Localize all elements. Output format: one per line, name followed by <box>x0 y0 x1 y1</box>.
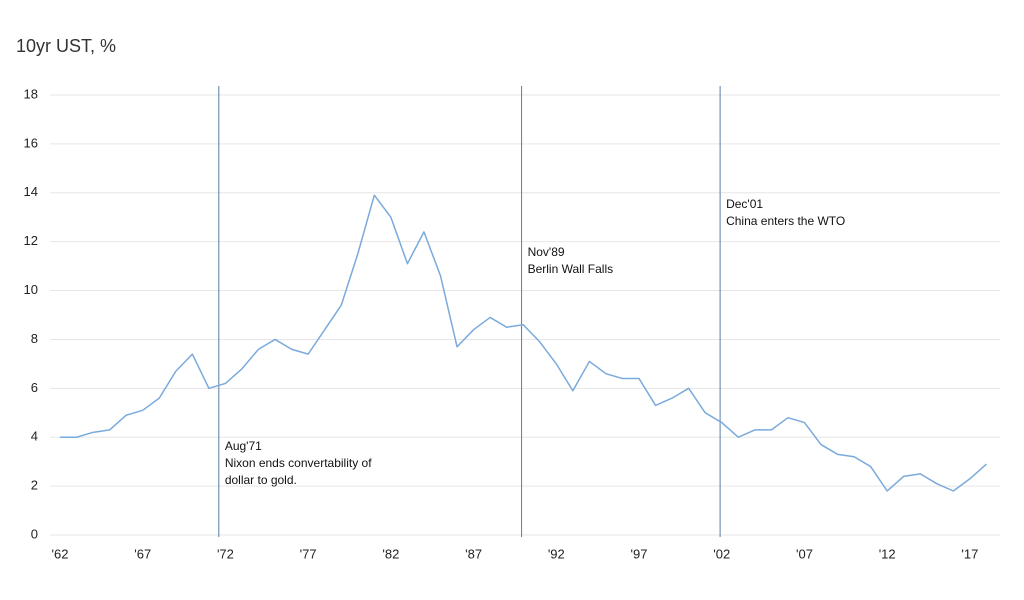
y-tick-label: 14 <box>24 184 38 199</box>
y-tick-label: 0 <box>31 526 38 541</box>
x-tick-label: '82 <box>382 546 399 561</box>
x-tick-label: '12 <box>879 546 896 561</box>
x-tick-label: '92 <box>548 546 565 561</box>
x-tick-label: '17 <box>961 546 978 561</box>
x-tick-label: '87 <box>465 546 482 561</box>
event-text: Berlin Wall Falls <box>528 262 614 276</box>
x-tick-label: '72 <box>217 546 234 561</box>
event-text: dollar to gold. <box>225 473 297 487</box>
y-tick-label: 18 <box>24 86 38 101</box>
event-label: Nov'89 <box>528 245 565 259</box>
x-tick-label: '97 <box>631 546 648 561</box>
event-label: Aug'71 <box>225 439 262 453</box>
event-text: China enters the WTO <box>726 214 845 228</box>
event-label: Dec'01 <box>726 197 763 211</box>
x-tick-label: '62 <box>52 546 69 561</box>
y-tick-label: 6 <box>31 380 38 395</box>
x-tick-label: '67 <box>134 546 151 561</box>
x-tick-label: '77 <box>300 546 317 561</box>
y-tick-label: 8 <box>31 331 38 346</box>
event-text: Nixon ends convertability of <box>225 456 372 470</box>
y-tick-label: 4 <box>31 429 38 444</box>
series-line <box>60 194 987 492</box>
chart-title: 10yr UST, % <box>16 36 116 56</box>
y-tick-label: 12 <box>24 233 38 248</box>
y-tick-label: 2 <box>31 478 38 493</box>
y-tick-label: 16 <box>24 135 38 150</box>
y-tick-label: 10 <box>24 282 38 297</box>
x-tick-label: '07 <box>796 546 813 561</box>
x-tick-label: '02 <box>713 546 730 561</box>
